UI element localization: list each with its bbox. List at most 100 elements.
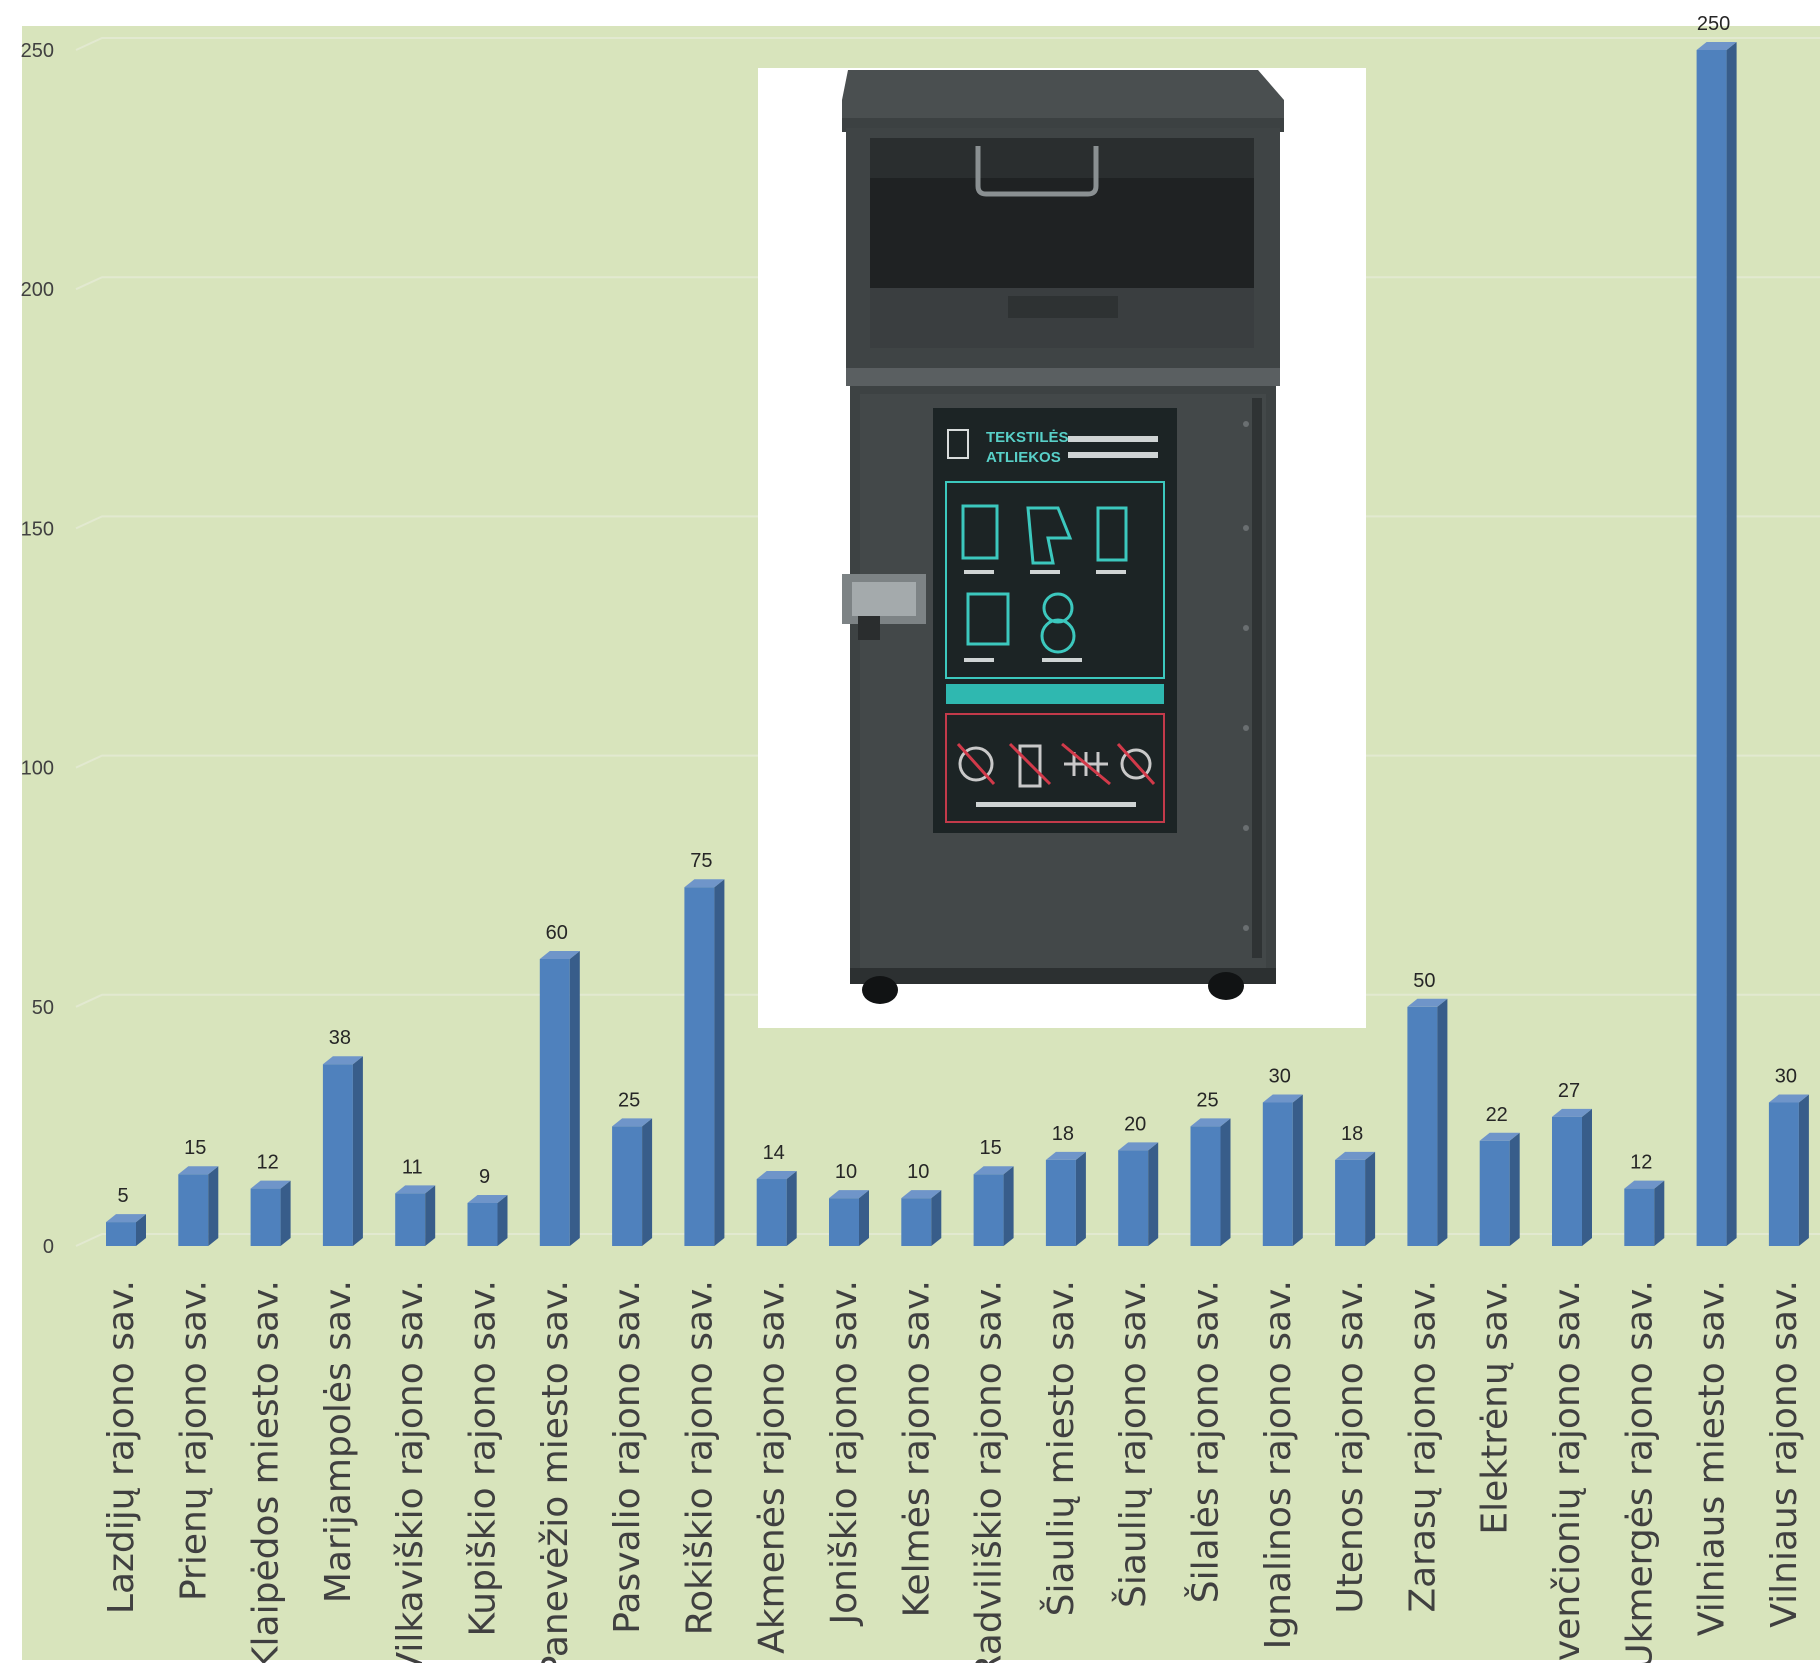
bar <box>1190 1118 1231 1246</box>
bar-side <box>1726 42 1737 1246</box>
gridline <box>75 1233 1820 1247</box>
category-label: Elektrėnų sav. <box>1475 1280 1516 1535</box>
bar-front <box>250 1188 281 1246</box>
bar <box>1624 1180 1665 1246</box>
bar-front <box>1335 1159 1366 1246</box>
bar-side <box>1509 1132 1520 1246</box>
sign-title-line2: ATLIEKOS <box>986 449 1061 466</box>
bar-side <box>1292 1094 1303 1246</box>
bar-side <box>136 1214 146 1246</box>
bar-front <box>1045 1159 1076 1246</box>
bar-top <box>1768 1094 1809 1103</box>
bar-side <box>786 1171 797 1246</box>
bar-side <box>352 1056 363 1246</box>
y-tick-label: 250 <box>21 40 54 62</box>
bar <box>106 1214 146 1246</box>
category-label: Rokiškio rajono sav. <box>679 1280 720 1635</box>
data-label: 250 <box>1697 13 1730 35</box>
bar-front <box>973 1174 1004 1246</box>
bar <box>1479 1132 1520 1246</box>
data-label: 5 <box>117 1185 128 1207</box>
data-label: 12 <box>1630 1152 1652 1174</box>
bar-front <box>1768 1102 1799 1246</box>
category-label: Pasvalio rajono sav. <box>607 1280 648 1634</box>
bar-top <box>1407 998 1448 1007</box>
bar-top <box>467 1194 508 1203</box>
bar-top <box>250 1180 291 1189</box>
bar-top <box>1190 1118 1231 1127</box>
bar-front <box>539 958 570 1246</box>
bar-side <box>569 950 580 1246</box>
textile-waste-container-icon: TEKSTILĖS ATLIEKOS <box>842 70 1284 1004</box>
y-tick-label: 100 <box>21 758 54 780</box>
bar-top <box>1335 1151 1376 1160</box>
category-label: Kelmės rajono sav. <box>896 1280 937 1617</box>
bar-top <box>1262 1094 1303 1103</box>
bar <box>250 1180 291 1246</box>
bar <box>1696 42 1737 1246</box>
bar-side <box>425 1185 436 1246</box>
sign-title-line1: TEKSTILĖS <box>986 429 1069 446</box>
bar-side <box>1798 1094 1809 1246</box>
bar-side <box>1075 1151 1086 1246</box>
data-label: 25 <box>1196 1089 1218 1111</box>
category-label: Marijampolės sav. <box>318 1280 359 1603</box>
data-label: 12 <box>256 1152 278 1174</box>
bar <box>539 950 580 1246</box>
bar-side <box>714 879 725 1246</box>
bar <box>467 1194 508 1246</box>
y-tick-label: 150 <box>21 518 54 540</box>
bar-top <box>973 1166 1014 1175</box>
bar <box>1262 1094 1303 1246</box>
data-label: 15 <box>979 1137 1001 1159</box>
data-label: 10 <box>835 1161 857 1183</box>
bar-front <box>756 1179 787 1246</box>
category-label: Kupiškio rajono sav. <box>463 1280 504 1637</box>
bar-side <box>1365 1151 1376 1246</box>
bar <box>756 1171 797 1246</box>
bar-front <box>1696 50 1727 1246</box>
bar-top <box>106 1214 146 1223</box>
bar <box>1335 1151 1376 1246</box>
data-label: 60 <box>546 922 568 944</box>
bar-front <box>684 887 715 1246</box>
bar-top <box>1045 1151 1086 1160</box>
data-label: 22 <box>1486 1104 1508 1126</box>
data-label: 10 <box>907 1161 929 1183</box>
bars <box>106 42 1809 1246</box>
data-label: 30 <box>1775 1065 1797 1087</box>
bar-top <box>539 950 580 959</box>
data-labels: 5 15 12 38 11 9 60 25 75 14 10 10 15 18 20 25 30 18 50 22 27… <box>117 13 1797 1207</box>
bar <box>1407 998 1448 1246</box>
category-label: Akmenės rajono sav. <box>752 1280 793 1654</box>
bar-front <box>612 1126 643 1246</box>
bar-front <box>1262 1102 1293 1246</box>
bar <box>901 1190 942 1246</box>
bar-side <box>280 1180 291 1246</box>
bar-front <box>1118 1150 1149 1246</box>
bar-side <box>1654 1180 1665 1246</box>
y-tick-label: 0 <box>43 1236 54 1258</box>
bar-side <box>497 1194 508 1246</box>
bar-top <box>829 1190 869 1199</box>
category-label: Lazdijų rajono sav. <box>101 1280 142 1614</box>
bar <box>612 1118 653 1246</box>
bar-top <box>1118 1142 1159 1151</box>
bar-front <box>106 1222 136 1246</box>
bar-front <box>1407 1006 1438 1246</box>
bar-side <box>859 1190 869 1246</box>
bar <box>684 879 725 1246</box>
bar-top <box>684 879 725 888</box>
y-tick-label: 200 <box>21 279 54 301</box>
bar-front <box>178 1174 209 1246</box>
bar-top <box>901 1190 942 1199</box>
bar-front <box>467 1202 498 1246</box>
gridline <box>75 37 1820 51</box>
bar-front <box>1190 1126 1221 1246</box>
category-label: Panevėžio miesto sav. <box>535 1280 576 1663</box>
category-label: Švenčionių rajono sav. <box>1546 1280 1588 1663</box>
bar <box>1118 1142 1159 1246</box>
bar <box>1045 1151 1086 1246</box>
y-tick-label: 50 <box>32 997 54 1019</box>
category-label: Joniškio rajono sav. <box>824 1280 865 1626</box>
